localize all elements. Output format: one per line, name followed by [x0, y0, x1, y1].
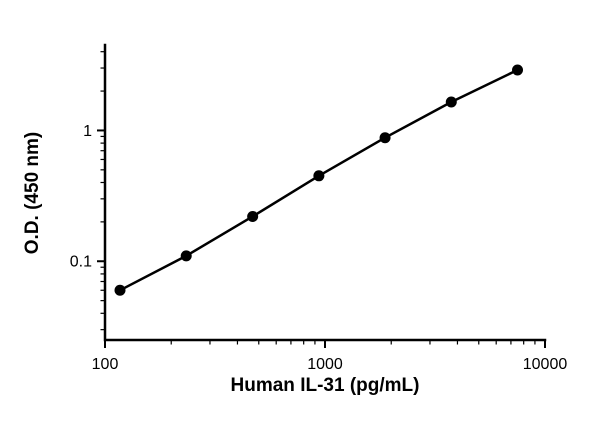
y-tick-label: 0.1 — [70, 254, 92, 271]
x-tick-label: 100 — [92, 356, 119, 373]
data-point — [445, 96, 457, 108]
x-tick-label: 10000 — [523, 356, 568, 373]
data-point — [379, 132, 391, 144]
plot-area: 100 1000 10000 0.1 1 — [70, 43, 568, 373]
x-axis-title: Human IL-31 (pg/mL) — [231, 375, 420, 396]
data-point — [114, 284, 126, 296]
y-axis-title: O.D. (450 nm) — [22, 132, 43, 254]
data-point — [313, 170, 325, 182]
data-point — [180, 250, 192, 262]
x-tick-label: 1000 — [307, 356, 343, 373]
data-point — [512, 64, 524, 76]
data-point — [247, 210, 259, 222]
y-tick-label: 1 — [83, 123, 92, 140]
